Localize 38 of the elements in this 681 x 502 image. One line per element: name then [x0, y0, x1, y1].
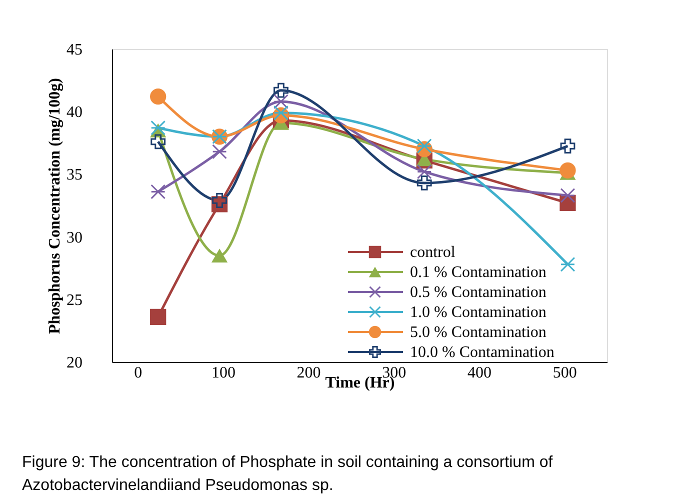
x-tick-label: 0	[134, 364, 142, 382]
point	[274, 82, 288, 98]
point	[560, 188, 576, 203]
text: Azotobactervinelandiiand Pseudomonas sp.	[22, 477, 334, 494]
legend-label: 0.5 % Contamination	[410, 284, 546, 301]
x-tick-label: 400	[467, 364, 492, 382]
point	[150, 308, 166, 325]
y-axis-title: Phosphorus Concentration (mg/100g)	[46, 78, 64, 334]
point	[212, 144, 227, 160]
point	[211, 248, 228, 263]
y-tick-label: 40	[66, 104, 82, 122]
point	[212, 193, 227, 208]
point	[560, 162, 576, 178]
legend-label: 1.0 % Contamination	[410, 304, 546, 321]
x-tick-label: 500	[552, 364, 577, 382]
x-tick-label: 100	[211, 364, 236, 382]
y-tick-label: 30	[66, 229, 82, 246]
point	[560, 256, 576, 272]
legend-label: control	[410, 244, 456, 261]
y-tick-label: 25	[66, 292, 82, 309]
point	[150, 134, 166, 150]
legend-label: 0.1 % Contamination	[410, 264, 546, 281]
y-tick-label: 35	[66, 166, 82, 184]
point	[416, 164, 432, 180]
y-tick-label: 20	[66, 354, 82, 372]
point	[416, 176, 432, 190]
y-tick-label: 45	[66, 42, 82, 58]
point	[274, 105, 288, 120]
legend-label: 5.0 % Contamination	[410, 324, 546, 341]
point	[150, 88, 166, 105]
point	[416, 138, 432, 154]
x-tick-label: 200	[296, 364, 321, 382]
point	[560, 138, 576, 154]
legend-label: 10.0 % Contamination	[410, 344, 554, 361]
caption: Figure 9: The concentration of Phosphate in soil containing a consortium of	[22, 454, 554, 471]
point	[274, 94, 288, 110]
point	[150, 184, 166, 200]
point	[150, 120, 166, 136]
